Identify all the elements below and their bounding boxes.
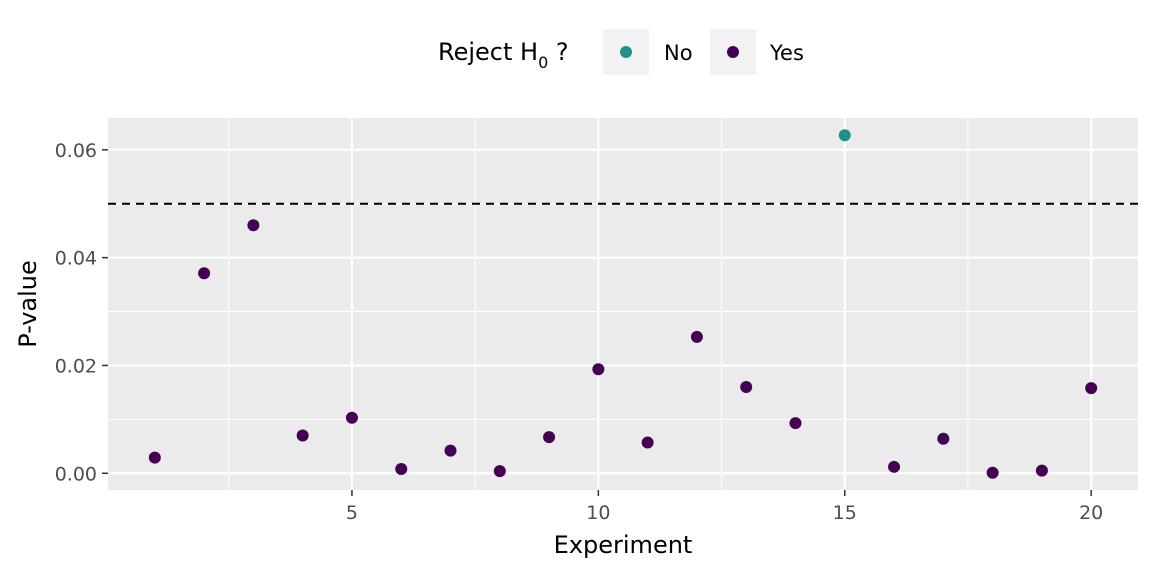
legend: Reject H0 ? No Yes: [438, 29, 804, 75]
x-axis: 5 10 15 20: [346, 490, 1103, 524]
data-point-yes: [986, 466, 999, 479]
y-tick-label: 0.06: [55, 140, 97, 162]
legend-label-yes: Yes: [769, 41, 804, 65]
data-point-yes: [296, 429, 309, 442]
y-tick-label: 0.02: [55, 355, 97, 377]
data-point-yes: [444, 444, 457, 457]
x-tick-label: 15: [833, 502, 857, 524]
data-point-yes: [937, 432, 950, 445]
legend-title-suffix: ?: [548, 38, 568, 66]
data-point-yes: [1085, 382, 1098, 395]
x-axis-title: Experiment: [554, 531, 693, 559]
legend-title-main: Reject H: [438, 38, 538, 66]
data-point-yes: [345, 411, 358, 424]
data-point-yes: [543, 431, 556, 444]
x-tick-label: 20: [1079, 502, 1103, 524]
y-tick-label: 0.00: [55, 463, 97, 485]
x-tick-label: 5: [346, 502, 358, 524]
data-points: [148, 129, 1098, 479]
legend-marker-no: [620, 46, 632, 58]
legend-label-no: No: [664, 41, 693, 65]
legend-title-subscript: 0: [538, 53, 548, 72]
data-point-yes: [493, 465, 506, 478]
data-point-yes: [888, 460, 901, 473]
data-point-yes: [690, 330, 703, 343]
y-axis: 0.00 0.02 0.04 0.06: [55, 140, 108, 485]
data-point-yes: [789, 417, 802, 430]
data-point-yes: [641, 436, 654, 449]
data-point-yes: [592, 363, 605, 376]
plot-panel: [108, 118, 1138, 490]
data-point-yes: [1035, 464, 1048, 477]
data-point-yes: [247, 219, 260, 232]
data-point-no: [838, 129, 851, 142]
major-gridlines: [108, 118, 1138, 490]
data-point-yes: [395, 462, 408, 475]
data-point-yes: [198, 267, 211, 280]
data-point-yes: [148, 451, 161, 464]
y-tick-label: 0.04: [55, 248, 97, 270]
legend-title: Reject H0 ?: [438, 38, 569, 72]
x-tick-label: 10: [586, 502, 610, 524]
data-point-yes: [740, 381, 753, 394]
legend-marker-yes: [727, 46, 739, 58]
y-axis-title: P-value: [14, 260, 42, 348]
